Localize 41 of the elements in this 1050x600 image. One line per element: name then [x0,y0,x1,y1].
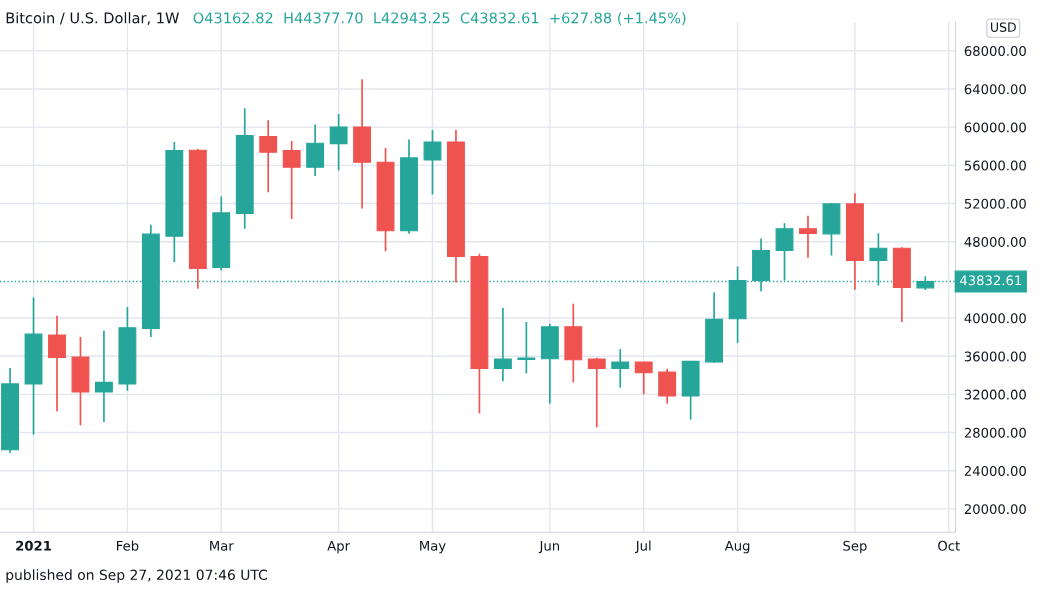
candlestick [493,307,512,383]
x-tick-label: Feb [117,540,139,551]
x-tick-label: Sep [843,540,867,554]
ref-line-label: 43832.61 [959,275,1022,286]
y-axis-title: USD [991,22,1016,32]
y-tick-label: 68000.00 [964,46,1026,57]
x-tick-label: Jun [538,540,560,554]
x-tick-label: Apr [327,540,351,554]
candlestick [282,140,301,220]
candlestick [306,123,325,177]
x-tick-label: Aug [724,540,750,554]
y-tick-label: 32000.00 [964,389,1026,400]
candlestick [48,314,66,413]
text: published on Sep 27, 2021 07:46 UTC [6,569,268,583]
candlestick [423,129,442,196]
candlestick [799,215,817,259]
y-tick-label: 36000.00 [964,351,1026,362]
y-tick-label: 24000.00 [964,465,1026,476]
candlestick [587,356,606,429]
y-tick-label: 56000.00 [964,160,1026,171]
candlestick [259,119,278,194]
y-tick-label: 48000.00 [964,236,1026,247]
y-tick-label: 52000.00 [964,198,1026,209]
x-tick-label: Oct [938,540,960,551]
chart-subtitle: O43162.82 H44377.70 L42943.25 C43832.61 +627.88 (+1.45%) [193,12,686,26]
candlestick [94,329,113,423]
y-tick-label: 60000.00 [964,122,1026,133]
x-tick-label: May [420,540,446,554]
y-tick-label: 20000.00 [964,504,1026,515]
x-tick-label: Jul [635,540,651,554]
candlestick [329,113,348,172]
y-tick-label: 28000.00 [964,427,1026,438]
y-tick-label: 64000.00 [964,84,1026,95]
y-tick-label: 40000.00 [964,313,1026,324]
x-tick-label: Mar [210,540,234,551]
candlestick [658,367,677,405]
chart-title: Bitcoin / U.S. Dollar, 1W [6,12,179,25]
candlestick [634,361,653,396]
candlestick [611,348,630,389]
x-tick-label: 2021 [16,540,51,551]
candlestick [517,321,536,375]
